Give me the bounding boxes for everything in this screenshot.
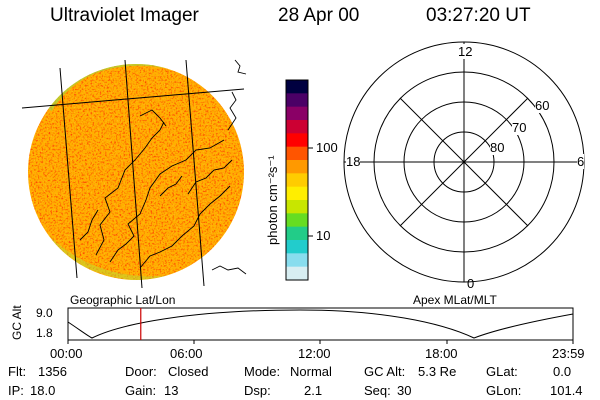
mlt-label-12: 12 <box>458 44 473 59</box>
xtick-1200: 12:00 <box>298 346 331 361</box>
colorbar-segment <box>286 133 308 148</box>
altitude-plot-frame <box>67 307 574 341</box>
colorbar-tick-10: 10 <box>316 228 331 243</box>
glon-label: GLon: <box>486 383 522 398</box>
altitude-plot <box>67 307 574 344</box>
mlt-label-0: 0 <box>467 276 475 291</box>
colorbar-segment <box>286 240 308 254</box>
colorbar-segment <box>286 80 308 94</box>
altitude-ytick-low: 1.8 <box>36 326 53 340</box>
mlat-label-70: 70 <box>512 120 527 135</box>
mlt-label-18: 18 <box>346 154 361 169</box>
colorbar-tick-100: 100 <box>316 140 338 155</box>
door-value: Closed <box>168 364 209 379</box>
geographic-caption: Geographic Lat/Lon <box>70 293 176 307</box>
coastlines <box>79 59 247 275</box>
gain-value: 13 <box>164 383 179 398</box>
colorbar-unit-label: photon cm⁻²s⁻¹ <box>265 155 280 245</box>
ip-value: 18.0 <box>30 383 56 398</box>
mlat-label-80: 80 <box>490 140 505 155</box>
colorbar-segment <box>286 226 308 241</box>
flt-value: 1356 <box>38 364 67 379</box>
xtick-2359: 23:59 <box>552 346 585 361</box>
glat-value: 0.0 <box>553 364 572 379</box>
colorbar-segment <box>286 213 308 228</box>
glon-value: 101.4 <box>550 383 583 398</box>
dsp-value: 2.1 <box>304 383 323 398</box>
ip-label: IP: <box>8 383 24 398</box>
xtick-0000: 00:00 <box>50 346 83 361</box>
gcalt-label: GC Alt: <box>364 364 406 379</box>
geographic-grid <box>21 59 245 289</box>
altitude-curve <box>67 309 574 339</box>
mode-label: Mode: <box>244 364 281 379</box>
colorbar-segment <box>286 146 308 161</box>
colorbar-segment <box>286 120 308 134</box>
seq-value: 30 <box>397 383 412 398</box>
dsp-label: Dsp: <box>244 383 271 398</box>
seq-label: Seq: <box>364 383 391 398</box>
colorbar-segment <box>286 253 308 268</box>
gcalt-value: 5.3 Re <box>418 364 457 379</box>
apex-caption: Apex MLat/MLT <box>413 293 497 307</box>
xtick-1800: 18:00 <box>425 346 458 361</box>
colorbar-segment <box>286 186 308 201</box>
xtick-0600: 06:00 <box>170 346 203 361</box>
colorbar-segment <box>286 200 308 214</box>
image-date: 28 Apr 00 <box>278 5 360 26</box>
colorbar <box>285 79 313 281</box>
colorbar-segment <box>286 93 308 108</box>
colorbar-segment <box>286 266 308 281</box>
uv-image-disk <box>28 64 244 280</box>
altitude-ytick-high: 9.0 <box>36 306 53 320</box>
app-title: Ultraviolet Imager <box>50 5 199 26</box>
mlat-label-60: 60 <box>535 98 550 113</box>
colorbar-frame <box>285 79 309 281</box>
colorbar-segment <box>286 160 308 174</box>
altitude-ylabel: GC Alt <box>10 305 24 340</box>
gain-label: Gain: <box>125 383 157 398</box>
door-label: Door: <box>125 364 157 379</box>
glat-label: GLat: <box>486 364 518 379</box>
polar-grid <box>343 41 585 283</box>
mlt-label-6: 6 <box>577 154 585 169</box>
flt-label: Flt: <box>8 364 27 379</box>
colorbar-segment <box>286 173 308 188</box>
mode-value: Normal <box>290 364 332 379</box>
colorbar-segment <box>286 106 308 121</box>
image-time: 03:27:20 UT <box>426 5 531 26</box>
